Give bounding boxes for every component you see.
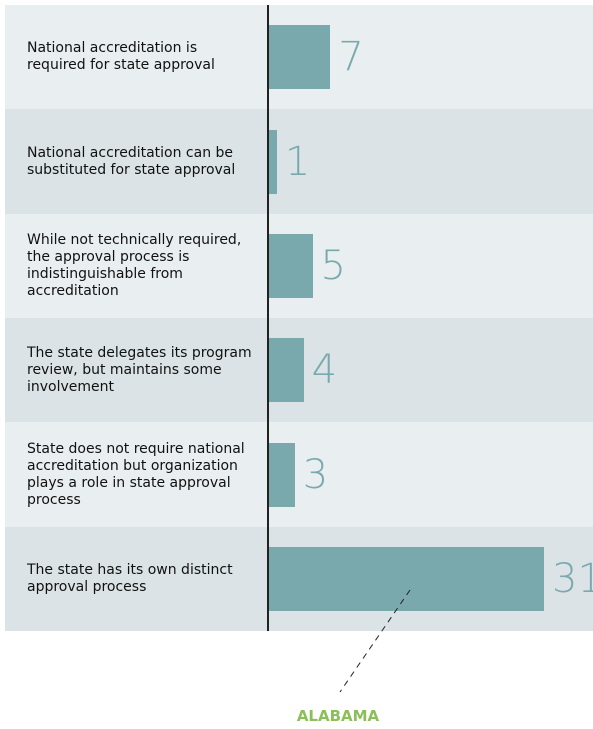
category-label: National accreditation is required for s… [27, 40, 215, 74]
bar [268, 338, 304, 403]
axis-line [267, 5, 269, 631]
value-label: 4 [311, 347, 338, 394]
value-label: 1 [284, 138, 311, 185]
value-label: 5 [320, 242, 346, 289]
bar [268, 546, 544, 611]
category-label: While not technically required, the appr… [27, 231, 242, 299]
category-label: The state has its own distinct approval … [27, 561, 233, 595]
row-band [5, 109, 593, 214]
bar [268, 442, 295, 507]
bar [268, 129, 277, 194]
value-label: 31 [552, 555, 593, 602]
row-band [5, 422, 593, 527]
category-label: The state delegates its program review, … [27, 344, 252, 395]
category-label: State does not require national accredit… [27, 440, 245, 508]
value-label: 7 [338, 34, 364, 81]
annotation-line [339, 589, 411, 693]
bar [268, 25, 331, 90]
category-label: National accreditation can be substitute… [27, 144, 236, 178]
value-label: 3 [302, 451, 329, 498]
bar [268, 233, 313, 298]
annotation: ALABAMA [296, 707, 380, 725]
